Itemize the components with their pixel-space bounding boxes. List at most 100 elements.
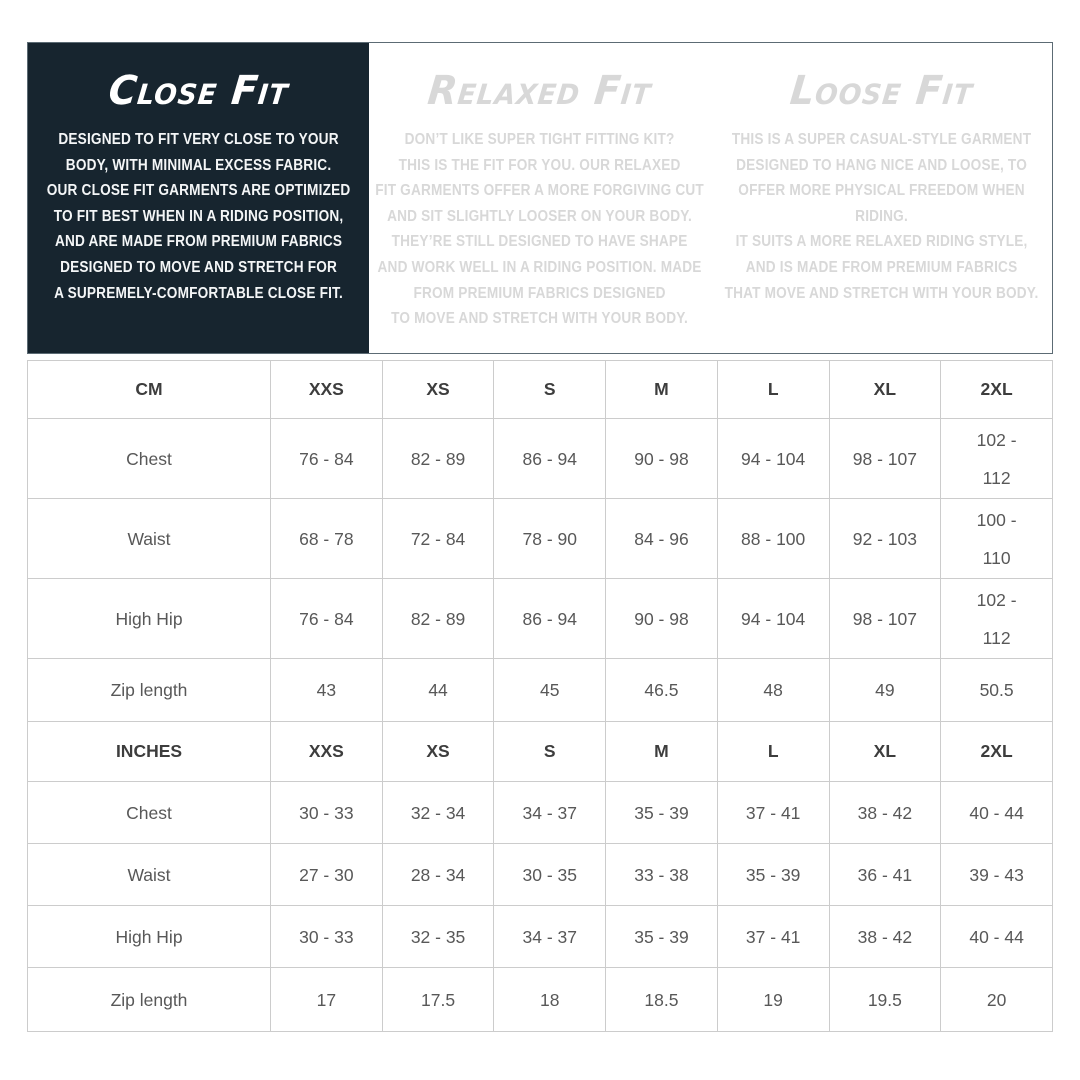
measurement-row-label: High Hip (27, 578, 271, 659)
measurement-row: Zip length 43 44 45 46.5 48 49 50.5 (27, 658, 1053, 722)
size-column-header-l: L (716, 721, 830, 782)
unit-header-row-inches: INCHES XXS XS S M L XL 2XL (27, 721, 1053, 782)
measurement-row-label: High Hip (27, 905, 271, 968)
size-value-cell: 30 - 33 (270, 905, 383, 968)
unit-header-inches: INCHES (27, 721, 271, 782)
measurement-row: Chest 76 - 84 82 - 89 86 - 94 90 - 98 94 - 10… (27, 418, 1053, 499)
size-value-cell: 28 - 34 (381, 843, 495, 906)
loose-fit-panel: Loose Fit THIS IS A SUPER CASUAL-STYLE G… (710, 43, 1052, 353)
measurement-row: Waist 68 - 78 72 - 84 78 - 90 84 - 96 88 - 10… (27, 498, 1053, 579)
measurement-row-label: Waist (27, 498, 271, 579)
measurement-row-label: Zip length (27, 658, 271, 722)
size-value-cell: 46.5 (605, 658, 718, 722)
size-value-cell: 76 - 84 (270, 578, 383, 659)
size-column-header-xs: XS (381, 721, 495, 782)
size-value-cell: 76 - 84 (270, 418, 383, 499)
size-value-cell: 84 - 96 (605, 498, 718, 579)
size-value-cell: 98 - 107 (828, 578, 942, 659)
size-value-cell: 48 (716, 658, 830, 722)
size-value-cell: 43 (270, 658, 383, 722)
measurement-row-label: Chest (27, 781, 271, 844)
size-value-cell: 44 (381, 658, 495, 722)
fit-description-panels: Close Fit DESIGNED TO FIT VERY CLOSE TO … (27, 42, 1053, 354)
size-chart-table: CM XXS XS S M L XL 2XL Chest 76 - 84 82 - 89 86 - 9… (27, 360, 1053, 1032)
close-fit-description: DESIGNED TO FIT VERY CLOSE TO YOUR BODY,… (46, 131, 351, 302)
close-fit-panel: Close Fit DESIGNED TO FIT VERY CLOSE TO … (28, 43, 370, 353)
size-value-cell: 49 (828, 658, 942, 722)
measurement-row: High Hip 30 - 33 32 - 35 34 - 37 35 - 39 37 -… (27, 905, 1053, 968)
size-value-cell: 90 - 98 (605, 418, 718, 499)
size-value-cell: 27 - 30 (270, 843, 383, 906)
size-value-cell: 102 - 112 (940, 578, 1053, 659)
size-value-cell: 45 (493, 658, 607, 722)
loose-fit-description: THIS IS A SUPER CASUAL-STYLE GARMENT DES… (724, 131, 1039, 302)
size-value-cell: 30 - 33 (270, 781, 383, 844)
size-value-cell: 34 - 37 (493, 905, 607, 968)
size-value-cell: 32 - 35 (381, 905, 495, 968)
size-value-cell: 18 (493, 967, 607, 1032)
size-column-header-xxs: XXS (270, 360, 383, 419)
size-value-cell: 92 - 103 (828, 498, 942, 579)
measurement-row-label: Chest (27, 418, 271, 499)
loose-fit-title: Loose Fit (787, 68, 976, 114)
size-value-cell: 35 - 39 (716, 843, 830, 906)
size-value-cell: 90 - 98 (605, 578, 718, 659)
relaxed-fit-title: Relaxed Fit (425, 68, 655, 114)
size-value-cell: 40 - 44 (940, 905, 1053, 968)
size-value-cell: 17 (270, 967, 383, 1032)
relaxed-fit-panel: Relaxed Fit DON’T LIKE SUPER TIGHT FITTI… (369, 43, 711, 353)
size-value-cell: 33 - 38 (605, 843, 718, 906)
size-column-header-m: M (605, 721, 718, 782)
size-column-header-xs: XS (381, 360, 495, 419)
size-value-cell: 102 - 112 (940, 418, 1053, 499)
size-value-cell: 40 - 44 (940, 781, 1053, 844)
size-value-cell: 19 (716, 967, 830, 1032)
size-value-cell: 100 - 110 (940, 498, 1053, 579)
size-value-cell: 98 - 107 (828, 418, 942, 499)
size-value-cell: 19.5 (828, 967, 942, 1032)
size-column-header-xl: XL (828, 360, 942, 419)
size-value-cell: 88 - 100 (716, 498, 830, 579)
size-column-header-2xl: 2XL (940, 721, 1053, 782)
size-value-cell: 38 - 42 (828, 781, 942, 844)
size-value-cell: 94 - 104 (716, 578, 830, 659)
size-column-header-xxs: XXS (270, 721, 383, 782)
size-value-cell: 94 - 104 (716, 418, 830, 499)
measurement-row: Zip length 17 17.5 18 18.5 19 19.5 20 (27, 967, 1053, 1032)
size-column-header-m: M (605, 360, 718, 419)
size-value-cell: 38 - 42 (828, 905, 942, 968)
size-value-cell: 50.5 (940, 658, 1053, 722)
relaxed-fit-description: DON’T LIKE SUPER TIGHT FITTING KIT? THIS… (375, 131, 705, 328)
measurement-row-label: Zip length (27, 967, 271, 1032)
measurement-row: High Hip 76 - 84 82 - 89 86 - 94 90 - 98 94 -… (27, 578, 1053, 659)
size-value-cell: 86 - 94 (493, 578, 607, 659)
size-value-cell: 32 - 34 (381, 781, 495, 844)
unit-header-row-cm: CM XXS XS S M L XL 2XL (27, 360, 1053, 419)
size-value-cell: 37 - 41 (716, 781, 830, 844)
size-value-cell: 18.5 (605, 967, 718, 1032)
size-value-cell: 30 - 35 (493, 843, 607, 906)
size-value-cell: 39 - 43 (940, 843, 1053, 906)
size-column-header-s: S (493, 721, 607, 782)
size-column-header-xl: XL (828, 721, 942, 782)
size-value-cell: 37 - 41 (716, 905, 830, 968)
size-value-cell: 68 - 78 (270, 498, 383, 579)
size-value-cell: 78 - 90 (493, 498, 607, 579)
measurement-row: Chest 30 - 33 32 - 34 34 - 37 35 - 39 37 - 41… (27, 781, 1053, 844)
size-value-cell: 86 - 94 (493, 418, 607, 499)
size-value-cell: 35 - 39 (605, 905, 718, 968)
size-value-cell: 17.5 (381, 967, 495, 1032)
size-value-cell: 36 - 41 (828, 843, 942, 906)
size-value-cell: 72 - 84 (381, 498, 495, 579)
size-column-header-l: L (716, 360, 830, 419)
size-value-cell: 35 - 39 (605, 781, 718, 844)
size-value-cell: 20 (940, 967, 1053, 1032)
size-column-header-2xl: 2XL (940, 360, 1053, 419)
measurement-row-label: Waist (27, 843, 271, 906)
size-value-cell: 82 - 89 (381, 418, 495, 499)
measurement-row: Waist 27 - 30 28 - 34 30 - 35 33 - 38 35 - 39… (27, 843, 1053, 906)
size-value-cell: 34 - 37 (493, 781, 607, 844)
size-column-header-s: S (493, 360, 607, 419)
size-value-cell: 82 - 89 (381, 578, 495, 659)
